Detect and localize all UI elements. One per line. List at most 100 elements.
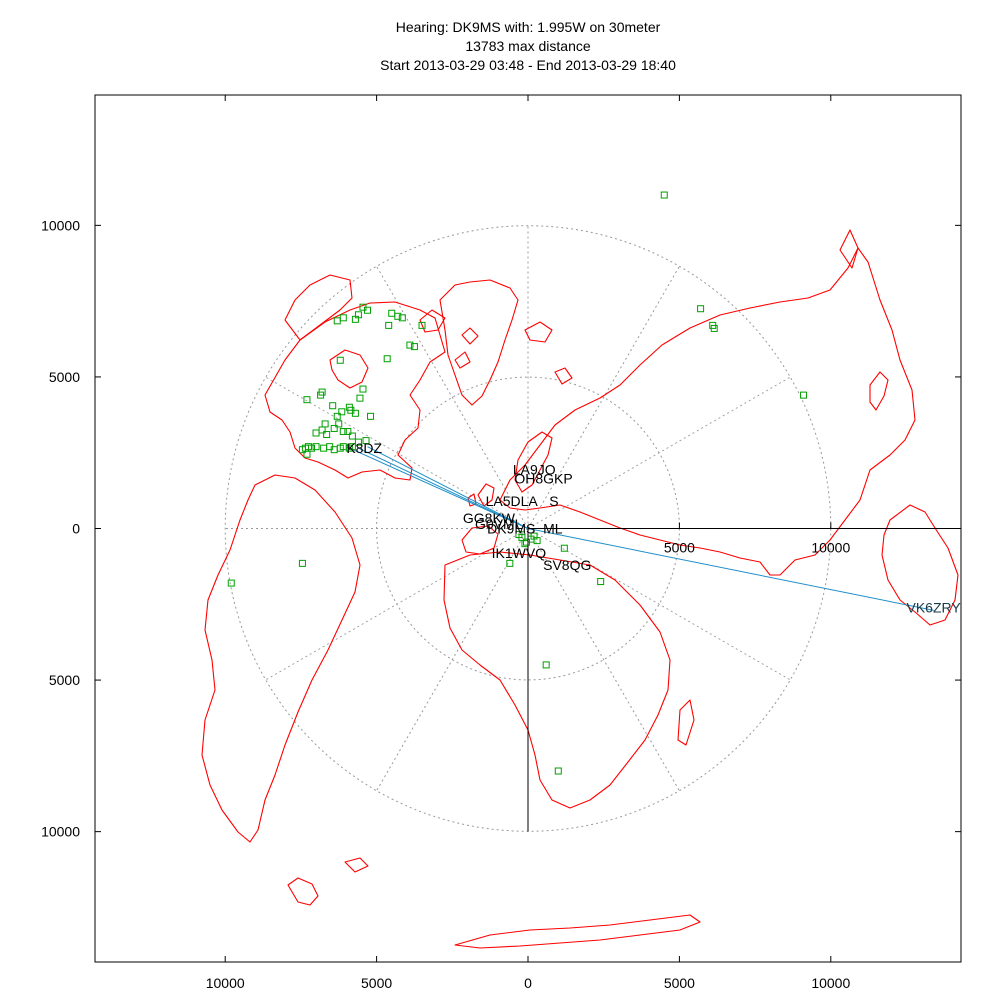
spot-marker (406, 341, 414, 349)
y-tick-label: 5000 (49, 369, 80, 385)
coastline-arctic-islands (419, 309, 573, 385)
spot-marker (800, 391, 808, 399)
plot-frame (94, 94, 962, 963)
path-to-k8dz (367, 446, 529, 529)
x-tick-label: 5000 (361, 975, 392, 991)
spot-marker (354, 311, 362, 319)
title-line-3: Start 2013-03-29 03:48 - End 2013-03-29 … (380, 57, 676, 73)
path-to-k8dz-c (346, 446, 529, 529)
coastline-scandinavia (514, 431, 553, 493)
center-axes (527, 528, 961, 832)
station-label-dk9ms: DK9MS (487, 521, 535, 537)
spot-marker (308, 444, 315, 452)
coastline-antarctic-islands (287, 857, 369, 906)
coastline-antarctica (454, 914, 701, 949)
station-label-gg8kw: GG8KW (463, 510, 516, 526)
coastline-south-america (201, 474, 361, 843)
spot-marker (303, 450, 311, 458)
spot-marker (351, 409, 359, 417)
spot-marker (383, 355, 391, 363)
radial-spoke (527, 528, 791, 681)
spot-marker (344, 427, 352, 435)
spot-marker (335, 420, 343, 428)
radial-spoke (376, 528, 529, 791)
station-label-la9jo: LA9JO (513, 461, 556, 477)
coastline-madagascar (677, 699, 695, 746)
spot-marker (303, 396, 311, 404)
propagation-paths (346, 446, 934, 611)
spot-marker (339, 427, 347, 435)
spot-marker (333, 317, 341, 325)
spot-marker (533, 537, 541, 545)
x-tick-label: 0 (524, 975, 532, 991)
coastline-japan (869, 371, 889, 411)
radial-spoke (376, 266, 529, 529)
station-label-ml: ML (543, 521, 563, 537)
spot-marker (348, 432, 356, 440)
coastline-australia (881, 504, 959, 626)
spot-marker (660, 191, 668, 199)
title-line-1: Hearing: DK9MS with: 1.995W on 30meter (396, 19, 661, 35)
coastline-africa (443, 551, 671, 809)
inner-x-tick-label: 5000 (664, 540, 695, 556)
axis-ticks: 10000 5000 0 5000 10000 10000 5000 0 5000 10000 50… (41, 95, 961, 991)
coastline-layer (201, 229, 959, 949)
spot-marker (330, 424, 338, 432)
spot-marker (515, 531, 523, 539)
spot-marker (388, 309, 396, 317)
station-label-la5dla: LA5DLA (486, 493, 539, 509)
y-tick-label: 0 (72, 521, 80, 537)
spot-marker (312, 429, 320, 437)
coastline-alaska (284, 274, 353, 341)
spot-marker (542, 661, 550, 669)
spot-marker (364, 306, 372, 314)
station-label-sv8qg: SV8QG (543, 557, 591, 573)
spot-marker (312, 443, 320, 451)
station-label-s: S (549, 493, 558, 509)
y-tick-label: 10000 (41, 217, 80, 233)
spot-marker (359, 385, 367, 393)
path-to-k8dz-b (358, 447, 529, 529)
spot-marker (385, 321, 393, 329)
spot-marker (560, 544, 568, 552)
path-to-vk6zry (527, 528, 934, 611)
radial-spoke (527, 528, 680, 791)
coastline-greenland (439, 279, 519, 406)
spot-marker (410, 343, 418, 351)
station-label-oh8gkp: OH8GKP (514, 470, 572, 486)
coastline-hudson-bay (329, 349, 369, 389)
spot-markers (227, 191, 808, 775)
spot-marker (336, 356, 344, 364)
y-tick-label: 10000 (41, 824, 80, 840)
spot-marker (506, 559, 514, 567)
x-tick-label: 10000 (206, 975, 245, 991)
spot-marker (554, 767, 562, 775)
spot-marker (367, 412, 375, 420)
spot-marker (356, 394, 364, 402)
coastline-north-america (264, 301, 446, 481)
spot-marker (398, 314, 406, 322)
spot-marker (348, 443, 356, 451)
radial-spoke (265, 528, 529, 681)
spot-marker (597, 578, 605, 586)
spot-marker (362, 437, 370, 445)
radial-spoke (265, 376, 529, 529)
spot-marker (394, 312, 402, 320)
spot-marker (339, 314, 347, 322)
coastline-iberia (461, 525, 499, 555)
x-tick-label: 5000 (664, 975, 695, 991)
spot-marker (418, 321, 426, 329)
spot-marker (321, 420, 329, 428)
radial-spoke (527, 266, 680, 529)
x-tick-label: 10000 (811, 975, 850, 991)
spot-marker (298, 559, 306, 567)
spot-marker (227, 579, 235, 587)
spot-marker (317, 391, 325, 399)
station-label-vk6zry: VK6ZRY (906, 599, 961, 615)
station-label-g0vml: G0VML (475, 516, 523, 532)
station-label-k8dz: K8DZ (346, 440, 382, 456)
radial-spoke (527, 376, 791, 529)
y-tick-label: 5000 (49, 672, 80, 688)
spot-marker (710, 324, 718, 332)
